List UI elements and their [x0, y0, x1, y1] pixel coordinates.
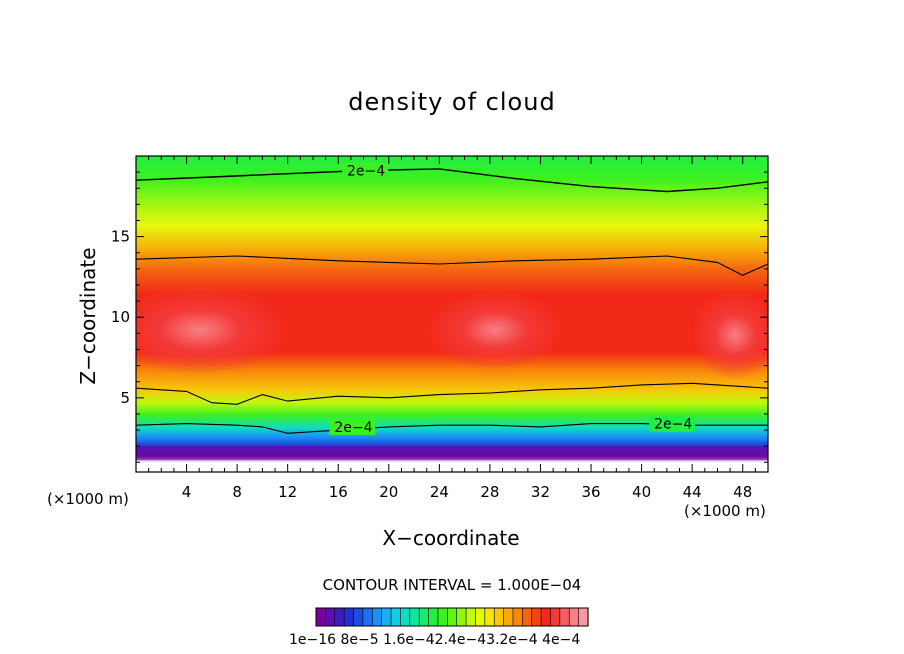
red-core-right — [690, 290, 768, 380]
colorbar-swatch — [475, 607, 486, 627]
x-tick-label: 40 — [632, 483, 651, 501]
contour-label-bg — [329, 418, 376, 435]
colorbar-swatch — [334, 607, 345, 627]
contour-label: 2e−4 — [654, 417, 692, 433]
colorbar-swatch — [522, 607, 533, 627]
x-tick-label: 44 — [683, 483, 702, 501]
contour-label: 2e−4 — [347, 164, 385, 180]
red-core-center — [425, 290, 565, 370]
ground-fringe — [136, 446, 768, 460]
x-tick-label: 32 — [531, 483, 550, 501]
contour-label-bg — [342, 162, 389, 179]
x-axis-unit-label: (×1000 m) — [684, 502, 766, 520]
contour-line — [136, 168, 768, 193]
contour-labels: 2e−4 2e−4 2e−4 — [329, 162, 696, 436]
y-axis-ticks: 5 10 15 — [111, 171, 768, 463]
colorbar-swatch — [578, 607, 589, 627]
colorbar-swatch — [437, 607, 448, 627]
colorbar-swatch — [559, 607, 570, 627]
colorbar — [315, 607, 589, 627]
colorbar-swatch — [456, 607, 467, 627]
colorbar-swatch — [503, 607, 514, 627]
x-axis-label: X−coordinate — [382, 526, 520, 550]
contour-line — [136, 255, 768, 276]
x-axis-ticks: 4 8 12 16 20 24 28 32 36 40 44 48 — [148, 156, 756, 501]
y-tick-label: 10 — [111, 308, 130, 326]
colorbar-tick-labels: 1e−16 8e−5 1.6e−42.4e−43.2e−4 4e−4 — [289, 632, 581, 648]
density-field — [136, 156, 768, 472]
x-tick-label: 16 — [329, 483, 348, 501]
x-tick-label: 28 — [480, 483, 499, 501]
chart-title: density of cloud — [348, 88, 556, 116]
x-tick-label: 20 — [379, 483, 398, 501]
colorbar-swatch — [550, 607, 561, 627]
colorbar-swatch — [325, 607, 336, 627]
colorbar-swatch — [343, 607, 355, 627]
colorbar-swatch — [428, 607, 439, 627]
colorbar-swatch — [381, 607, 392, 627]
colorbar-swatch — [390, 607, 402, 627]
contour-line — [136, 382, 768, 405]
colorbar-swatch — [409, 607, 420, 627]
colorbar-swatch — [568, 607, 580, 627]
colorbar-swatch — [315, 607, 326, 627]
colorbar-swatch — [353, 607, 364, 627]
colorbar-frame — [315, 607, 589, 627]
x-tick-label: 24 — [430, 483, 449, 501]
colorbar-swatch — [493, 607, 505, 627]
colorbar-swatch — [400, 607, 411, 627]
y-tick-label: 5 — [120, 389, 130, 407]
colorbar-swatch — [531, 607, 542, 627]
colorbar-swatch — [362, 607, 373, 627]
red-core-left — [136, 285, 290, 375]
y-tick-label: 15 — [111, 228, 130, 246]
x-tick-label: 8 — [232, 483, 242, 501]
x-tick-label: 36 — [581, 483, 600, 501]
x-tick-label: 48 — [733, 483, 752, 501]
colorbar-swatch — [484, 607, 495, 627]
y-axis-unit-label: (×1000 m) — [47, 490, 129, 508]
contour-label: 2e−4 — [334, 420, 372, 436]
colorbar-swatch — [447, 607, 458, 627]
colorbar-swatch — [465, 607, 477, 627]
contour-label-bg — [649, 415, 696, 432]
colorbar-swatch — [418, 607, 430, 627]
colorbar-swatch — [371, 607, 383, 627]
y-axis-label: Z−coordinate — [76, 247, 100, 385]
x-tick-label: 4 — [182, 483, 192, 501]
x-tick-label: 12 — [278, 483, 297, 501]
colorbar-swatch — [512, 607, 523, 627]
colorbar-swatch — [540, 607, 552, 627]
contour-interval-text: CONTOUR INTERVAL = 1.000E−04 — [322, 576, 582, 594]
